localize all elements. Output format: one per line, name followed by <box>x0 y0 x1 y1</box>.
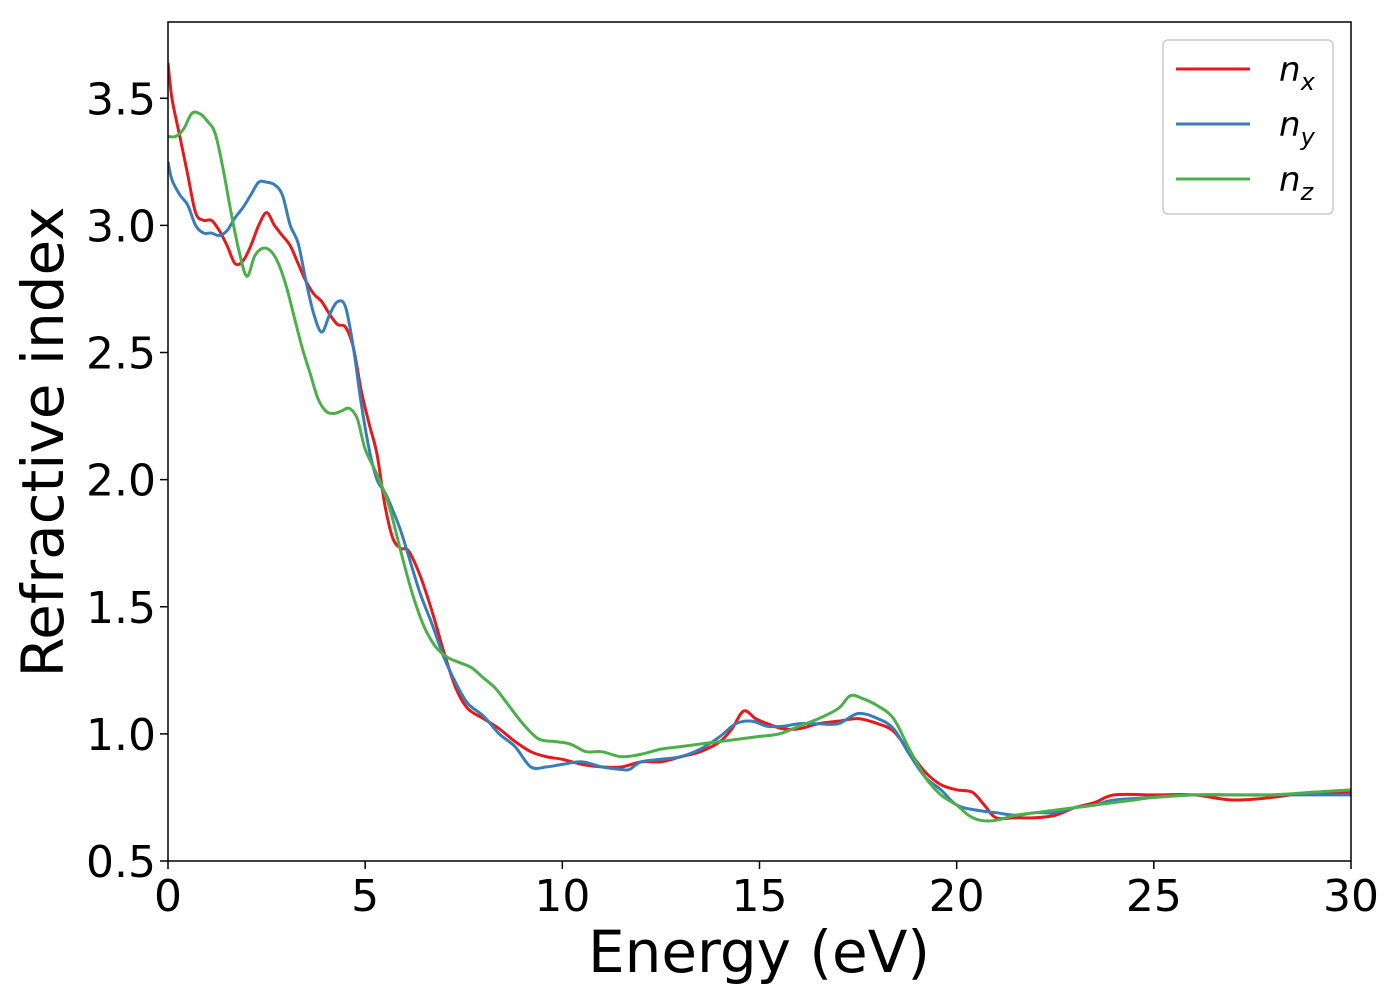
legend-label-y: ny <box>1279 105 1316 151</box>
y-tick-label: 1.5 <box>86 583 156 634</box>
x-tick-label: 0 <box>154 871 182 922</box>
x-tick-label: 20 <box>929 871 985 922</box>
legend-label-x: nx <box>1279 50 1316 96</box>
x-tick-label: 5 <box>351 871 379 922</box>
series-line-z <box>168 110 1351 823</box>
y-tick-label: 2.0 <box>86 456 156 507</box>
y-tick-label: 2.5 <box>86 329 156 380</box>
series-line-y <box>168 161 1351 817</box>
x-tick-label: 25 <box>1126 871 1182 922</box>
legend-box <box>1162 39 1334 215</box>
ticks-layer: 0 5 10 15 20 25 30 0.5 1.0 1.5 2.0 2.5 3.0 3.5 <box>86 74 1379 922</box>
x-tick-label: 30 <box>1323 871 1379 922</box>
legend-label-z: nz <box>1279 160 1315 206</box>
legend: nx ny nz <box>1162 39 1334 215</box>
y-tick-label: 3.0 <box>86 201 156 252</box>
x-tick-label: 10 <box>534 871 590 922</box>
series-layer <box>168 62 1351 823</box>
x-tick-label: 15 <box>732 871 788 922</box>
y-axis-title: Refractive index <box>9 206 77 677</box>
x-axis-title: Energy (eV) <box>588 918 930 986</box>
y-tick-label: 1.0 <box>86 710 156 761</box>
y-tick-label: 3.5 <box>86 74 156 125</box>
series-line-x <box>168 62 1351 821</box>
y-tick-label: 0.5 <box>86 837 156 888</box>
